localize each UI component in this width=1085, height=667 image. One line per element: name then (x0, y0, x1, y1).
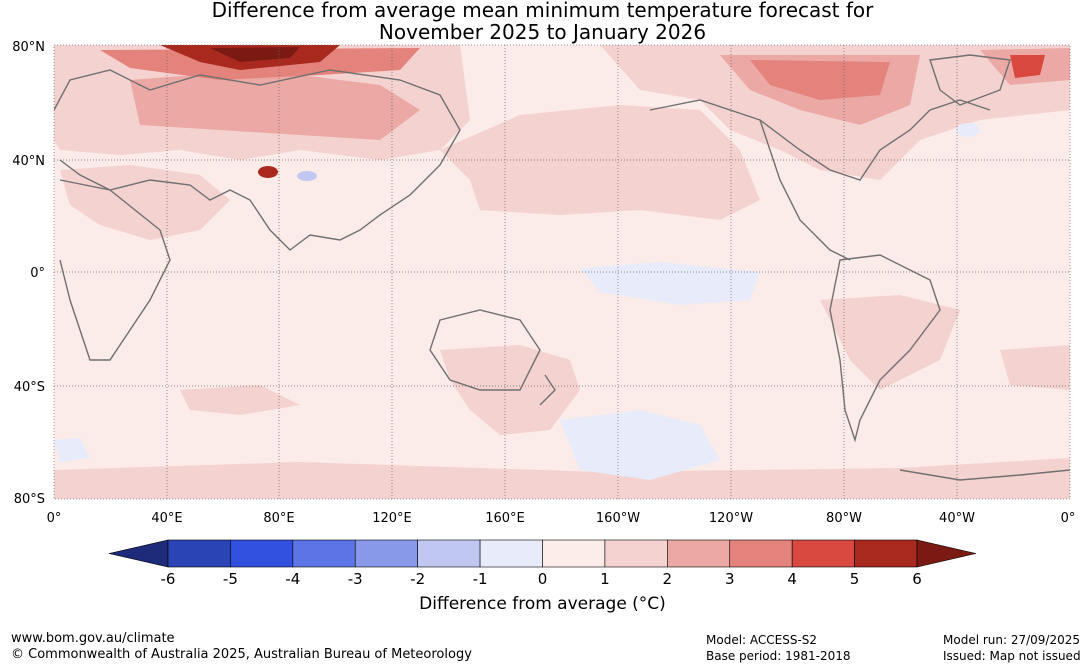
colorbar-swatch (729, 539, 793, 568)
anomaly-region-hotspot (258, 166, 278, 178)
colorbar-tick: -5 (223, 570, 238, 588)
anomaly-region-southern-ocean-west (54, 438, 90, 462)
colorbar-swatch (230, 539, 294, 568)
footer-model: Model: ACCESS-S2 (706, 633, 818, 647)
colorbar-swatch (667, 539, 731, 568)
colorbar-tick: -1 (473, 570, 488, 588)
lon-label: 80°W (826, 511, 862, 526)
colorbar-tick: 4 (787, 570, 797, 588)
colorbar-swatch (479, 539, 543, 568)
lon-label: 120°E (372, 511, 412, 526)
colorbar-swatch (417, 539, 481, 568)
colorbar-tick-labels: -6 -5 -4 -3 -2 -1 0 1 2 3 4 5 6 (161, 570, 922, 588)
anomaly-region-north-pacific (440, 105, 760, 220)
colorbar-swatch (542, 539, 606, 568)
coastline-australia (429, 309, 541, 391)
footer-issued: Issued: Map not issued (943, 649, 1081, 663)
map-frame (53, 44, 1071, 500)
anomaly-region-kara-core (210, 47, 300, 62)
lat-label: 80°S (14, 492, 45, 507)
lon-label: 80°E (263, 511, 294, 526)
graticule (54, 45, 1070, 499)
colorbar-swatch (354, 539, 418, 568)
anomaly-region-south-atlantic (1000, 345, 1070, 390)
anomaly-region-greenland (1010, 55, 1045, 78)
lon-label: 40°E (151, 511, 182, 526)
map-title-line-2: November 2025 to January 2026 (378, 20, 707, 44)
footer-website: www.bom.gov.au/climate (11, 631, 175, 646)
coastline-europe-asia (54, 69, 461, 251)
colorbar-tick: 2 (663, 570, 673, 588)
footer-base-period: Base period: 1981-2018 (706, 649, 851, 663)
colorbar-tick: 1 (600, 570, 610, 588)
colorbar-tick: 6 (912, 570, 922, 588)
lat-label: 40°N (12, 154, 45, 169)
anomaly-region-canadian-arctic (750, 60, 890, 100)
colorbar-tick: 0 (538, 570, 548, 588)
anomaly-region-southern-ocean (560, 410, 720, 480)
anomaly-region-south-america (820, 295, 960, 390)
lon-label: 0° (47, 511, 62, 526)
colorbar-swatch (292, 539, 356, 568)
coastline-south-america (829, 254, 941, 443)
longitude-labels: 0° 40°E 80°E 120°E 160°E 160°W 120°W 80°… (47, 511, 1076, 526)
lon-label: 40°W (939, 511, 975, 526)
colorbar-label: Difference from average (°C) (419, 594, 666, 614)
footer-copyright: © Commonwealth of Australia 2025, Austra… (11, 647, 472, 662)
colorbar-tick: 5 (850, 570, 860, 588)
coastline-antarctica (899, 469, 1070, 481)
colorbar-tick: -3 (348, 570, 363, 588)
colorbar-swatch (167, 539, 231, 568)
lat-label: 0° (30, 266, 45, 281)
colorbar-swatch (791, 539, 855, 568)
lon-label: 120°W (709, 511, 753, 526)
colorbar-swatch (604, 539, 668, 568)
colorbar-tick: -6 (161, 570, 176, 588)
lon-label: 160°E (485, 511, 525, 526)
coastline-new-zealand (539, 374, 556, 406)
colorbar-extend-low (108, 539, 169, 568)
lon-label: 160°W (596, 511, 640, 526)
footer-model-run: Model run: 27/09/2025 (943, 633, 1081, 647)
colorbar-tick: 3 (725, 570, 735, 588)
anomaly-region-equatorial-pacific (580, 262, 760, 305)
coastline-greenland (929, 54, 1011, 106)
colorbar-tick: -4 (285, 570, 300, 588)
map-title-line-1: Difference from average mean minimum tem… (211, 0, 874, 22)
anomaly-region-asia-south (60, 165, 230, 240)
colorbar-tick: -2 (410, 570, 425, 588)
colorbar (108, 539, 977, 568)
anomaly-region-tibet (297, 171, 317, 181)
colorbar-swatch (854, 539, 918, 568)
anomaly-region-north-atlantic (956, 123, 980, 137)
coastline-africa (59, 179, 171, 361)
lon-label: 0° (1061, 511, 1076, 526)
latitude-labels: 80°N 40°N 0° 40°S 80°S (12, 40, 45, 507)
coastlines (54, 54, 1070, 481)
anomaly-region-south-band (54, 458, 1070, 499)
anomaly-region-south-pacific (180, 385, 300, 415)
coastline-north-america-west (759, 119, 851, 261)
lat-label: 80°N (12, 40, 45, 55)
colorbar-extend-high (916, 539, 977, 568)
coastline-north-america (649, 99, 991, 181)
anomaly-region-siberia (130, 70, 420, 140)
lat-label: 40°S (14, 380, 45, 395)
